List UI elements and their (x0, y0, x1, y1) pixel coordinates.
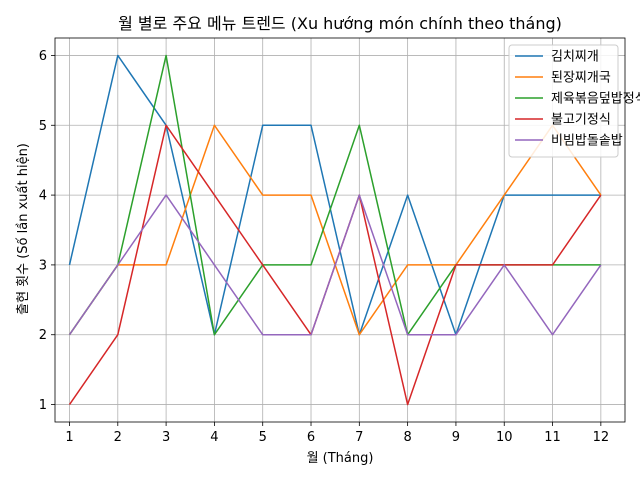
legend-box (508, 44, 619, 158)
series-line-5 (68, 194, 602, 336)
x-tick-label: 12 (593, 430, 610, 445)
x-tick-label: 7 (355, 430, 363, 445)
legend-label-1: 김치찌개 (551, 50, 599, 65)
x-axis-title: 월 (Tháng) (307, 451, 374, 466)
chart-title: 월 별로 주요 메뉴 트렌드 (Xu hướng món chính theo … (118, 14, 562, 33)
legend-label-5: 비빔밥돌솥밥 (551, 134, 623, 149)
y-tick-label: 3 (39, 258, 47, 273)
legend-label-4: 불고기정식 (551, 113, 611, 128)
legend-label-2: 된장찌개국 (551, 71, 611, 86)
y-tick-label: 2 (39, 328, 47, 343)
x-tick-label: 5 (259, 430, 267, 445)
legend-label-3: 제육볶음덮밥정식 (551, 92, 640, 107)
x-tick-label: 1 (65, 430, 73, 445)
x-tick-label: 4 (210, 430, 218, 445)
x-tick-label: 10 (496, 430, 513, 445)
x-tick-label: 9 (452, 430, 460, 445)
axes-frame (54, 37, 626, 423)
x-tick-label: 6 (307, 430, 315, 445)
y-tick-label: 1 (39, 398, 47, 413)
x-tick-label: 3 (162, 430, 170, 445)
y-axis-title: 출현 횟수 (Số lần xuất hiện) (16, 143, 31, 315)
y-tick-label: 5 (39, 119, 47, 134)
x-tick-label: 2 (114, 430, 122, 445)
x-tick-label: 8 (403, 430, 411, 445)
y-tick-label: 4 (39, 189, 47, 204)
series-line-1 (68, 54, 601, 336)
y-tick-label: 6 (39, 49, 47, 64)
x-tick-label: 11 (544, 430, 561, 445)
